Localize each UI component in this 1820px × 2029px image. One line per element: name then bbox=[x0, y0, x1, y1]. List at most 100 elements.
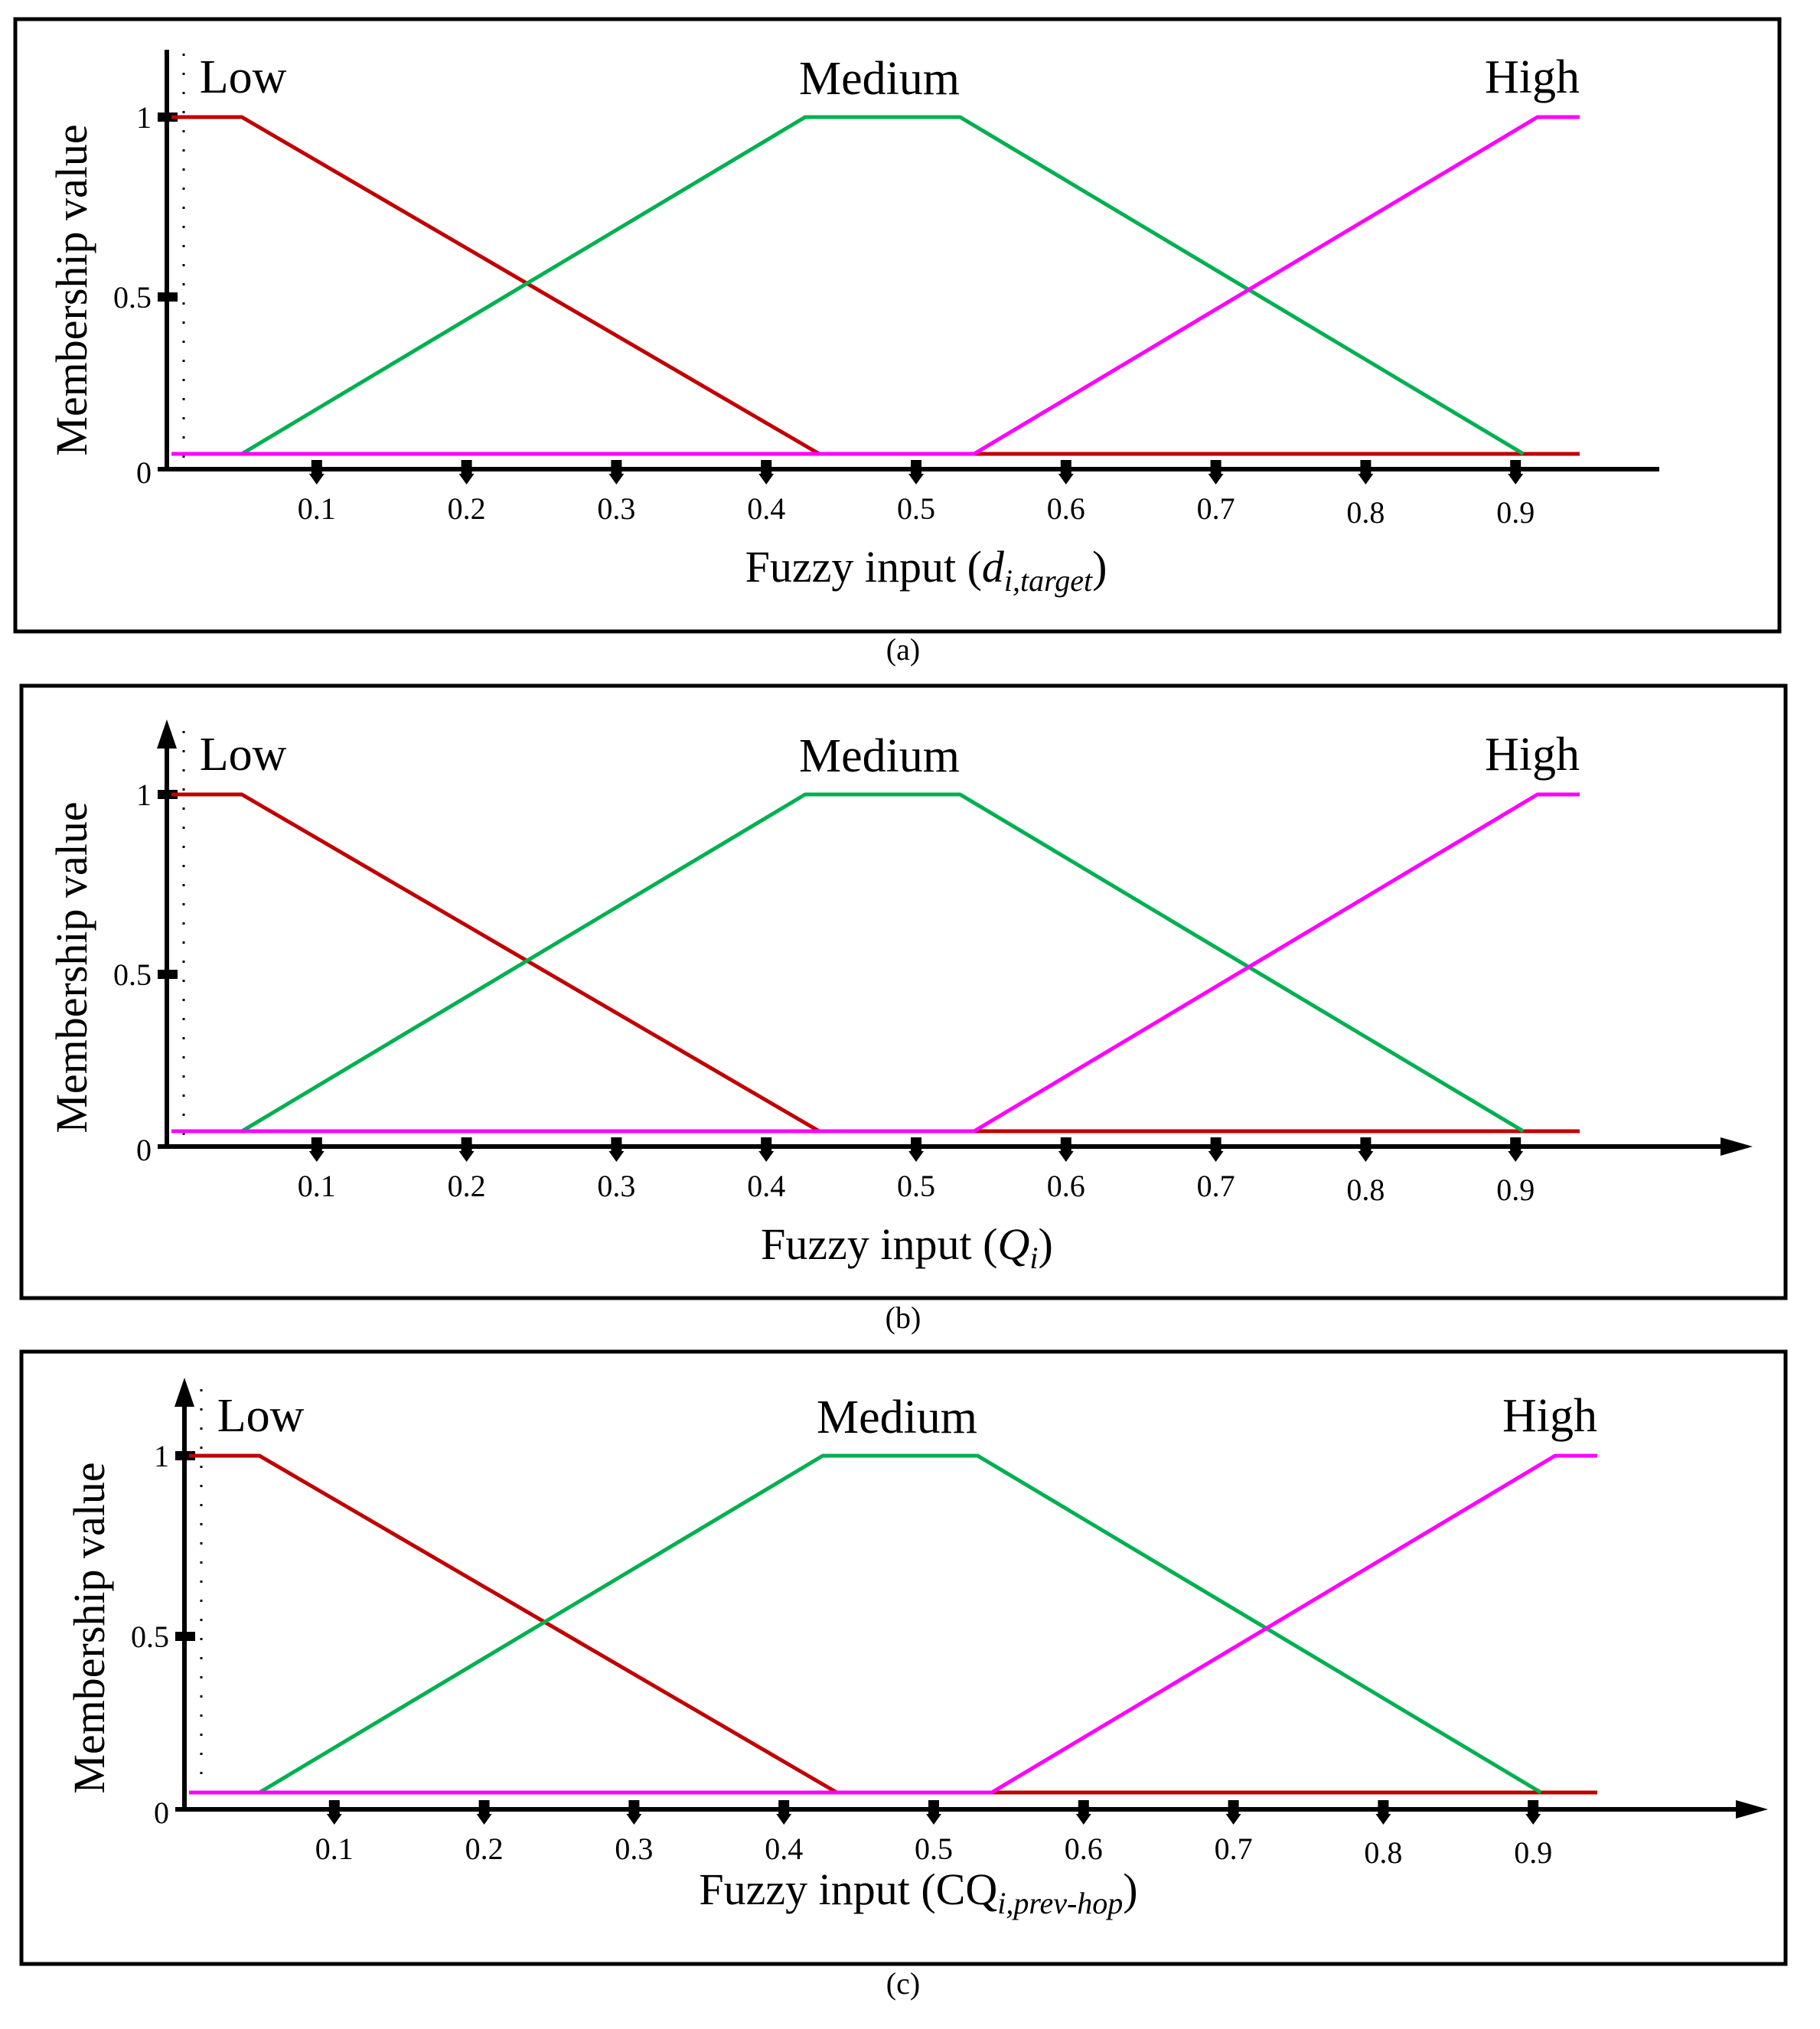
term-label-low: Low bbox=[200, 51, 287, 103]
y-tick-label: 1 bbox=[136, 100, 152, 135]
x-tick-label: 0.7 bbox=[1215, 1832, 1253, 1866]
x-tick-mark bbox=[1378, 1800, 1389, 1815]
x-tick-mark bbox=[761, 1137, 772, 1153]
x-tick-mark bbox=[461, 460, 472, 475]
x-tick-label: 0.3 bbox=[597, 491, 635, 526]
x-axis-title: Fuzzy input (CQi,prev-hop) bbox=[699, 1864, 1137, 1920]
x-tick-label: 0.4 bbox=[747, 1169, 785, 1203]
x-tick-label: 0.8 bbox=[1346, 495, 1385, 530]
x-tick-label: 0.1 bbox=[298, 491, 336, 526]
x-axis-arrow bbox=[1721, 1137, 1753, 1156]
x-tick-arrow bbox=[308, 474, 325, 484]
x-tick-label: 0.2 bbox=[448, 491, 486, 526]
x-tick-arrow bbox=[1525, 1814, 1541, 1825]
y-axis-arrow bbox=[174, 1378, 194, 1407]
x-tick-mark bbox=[1528, 1800, 1539, 1815]
x-tick-arrow bbox=[458, 474, 475, 484]
x-tick-mark bbox=[328, 1800, 340, 1815]
x-tick-arrow bbox=[908, 474, 924, 484]
x-tick-label: 0.8 bbox=[1346, 1173, 1385, 1207]
x-tick-arrow bbox=[1208, 1151, 1224, 1162]
x-tick-label: 0.5 bbox=[897, 491, 935, 526]
x-tick-arrow bbox=[626, 1814, 642, 1825]
x-tick-label: 0.6 bbox=[1065, 1832, 1103, 1866]
series-line-low bbox=[171, 115, 1580, 456]
x-tick-arrow bbox=[1225, 1814, 1241, 1825]
x-tick-arrow bbox=[608, 1151, 625, 1162]
x-tick-label: 0.6 bbox=[1047, 491, 1085, 526]
x-tick-label: 0.3 bbox=[615, 1832, 653, 1866]
x-tick-arrow bbox=[326, 1814, 342, 1825]
y-tick-label: 0 bbox=[136, 1133, 152, 1167]
x-tick-mark bbox=[1510, 460, 1522, 475]
x-tick-arrow bbox=[1058, 474, 1074, 484]
x-tick-arrow bbox=[608, 474, 625, 484]
x-axis-arrow bbox=[1736, 1800, 1768, 1819]
panel-frame bbox=[19, 1349, 1788, 1966]
x-tick-mark bbox=[628, 1800, 640, 1815]
term-label-medium: Medium bbox=[799, 730, 960, 782]
x-tick-label: 0.4 bbox=[765, 1832, 803, 1866]
x-tick-mark bbox=[1210, 460, 1221, 475]
series-line-medium bbox=[240, 115, 1525, 456]
x-tick-mark bbox=[1510, 1137, 1522, 1153]
x-tick-mark bbox=[1360, 460, 1372, 475]
x-tick-arrow bbox=[1375, 1814, 1391, 1825]
x-tick-mark bbox=[761, 460, 772, 475]
x-tick-label: 0.2 bbox=[448, 1169, 486, 1203]
x-tick-mark bbox=[1360, 1137, 1372, 1153]
term-label-low: Low bbox=[200, 729, 287, 781]
x-tick-mark bbox=[611, 460, 622, 475]
x-tick-arrow bbox=[758, 1151, 775, 1162]
y-axis-title: Membership value bbox=[47, 124, 96, 455]
chart-panel-3: 0.1 0.2 0.3 0.4 0.5 0.6 0.7 0.8 0.9 0 0.5 1 Membersh… bbox=[19, 1349, 1788, 2001]
x-tick-mark bbox=[1210, 1137, 1221, 1153]
x-tick-label: 0.9 bbox=[1514, 1835, 1552, 1870]
y-axis-arrow bbox=[157, 719, 177, 749]
series-line-high bbox=[189, 1453, 1597, 1795]
series-line-low bbox=[189, 1453, 1597, 1795]
x-tick-arrow bbox=[458, 1151, 475, 1162]
x-tick-arrow bbox=[1508, 1151, 1524, 1162]
y-tick-mark bbox=[158, 970, 178, 979]
x-tick-label: 0.5 bbox=[897, 1169, 935, 1203]
series-line-low bbox=[171, 792, 1580, 1134]
y-tick-label: 1 bbox=[154, 1439, 169, 1473]
panel-frame bbox=[13, 17, 1782, 634]
x-tick-label: 0.2 bbox=[465, 1832, 504, 1866]
x-tick-mark bbox=[928, 1800, 939, 1815]
y-axis-title: Membership value bbox=[47, 801, 96, 1133]
x-tick-label: 0.1 bbox=[315, 1832, 354, 1866]
x-tick-arrow bbox=[1358, 474, 1374, 484]
x-tick-arrow bbox=[776, 1814, 792, 1825]
x-tick-mark bbox=[461, 1137, 472, 1153]
term-label-high: High bbox=[1485, 51, 1580, 103]
x-tick-label: 0.9 bbox=[1496, 1173, 1535, 1207]
x-tick-mark bbox=[1060, 460, 1071, 475]
x-tick-arrow bbox=[308, 1151, 325, 1162]
y-tick-mark bbox=[175, 1632, 195, 1641]
x-tick-arrow bbox=[926, 1814, 941, 1825]
y-tick-mark bbox=[175, 1451, 195, 1460]
y-tick-label: 0 bbox=[154, 1796, 169, 1830]
x-tick-label: 0.8 bbox=[1364, 1835, 1402, 1870]
x-tick-label: 0.4 bbox=[747, 491, 785, 526]
x-tick-mark bbox=[911, 460, 921, 475]
x-tick-arrow bbox=[1508, 474, 1524, 484]
x-tick-arrow bbox=[1058, 1151, 1074, 1162]
x-tick-label: 0.5 bbox=[915, 1832, 953, 1866]
chart-panel-1: 0.1 0.2 0.3 0.4 0.5 0.6 0.7 0.8 0.9 0 0.5 1 Membersh… bbox=[13, 17, 1782, 667]
x-tick-mark bbox=[1228, 1800, 1239, 1815]
panel-frame bbox=[19, 683, 1788, 1300]
x-tick-mark bbox=[311, 1137, 322, 1153]
term-label-high: High bbox=[1485, 729, 1580, 781]
x-tick-label: 0.1 bbox=[298, 1169, 336, 1203]
series-line-medium bbox=[258, 1453, 1542, 1795]
x-tick-label: 0.7 bbox=[1197, 1169, 1235, 1203]
series-line-medium bbox=[240, 792, 1525, 1134]
x-tick-label: 0.9 bbox=[1496, 495, 1535, 530]
term-label-medium: Medium bbox=[817, 1391, 977, 1443]
x-tick-mark bbox=[478, 1800, 490, 1815]
y-axis-title: Membership value bbox=[64, 1462, 114, 1793]
x-tick-mark bbox=[1060, 1137, 1071, 1153]
